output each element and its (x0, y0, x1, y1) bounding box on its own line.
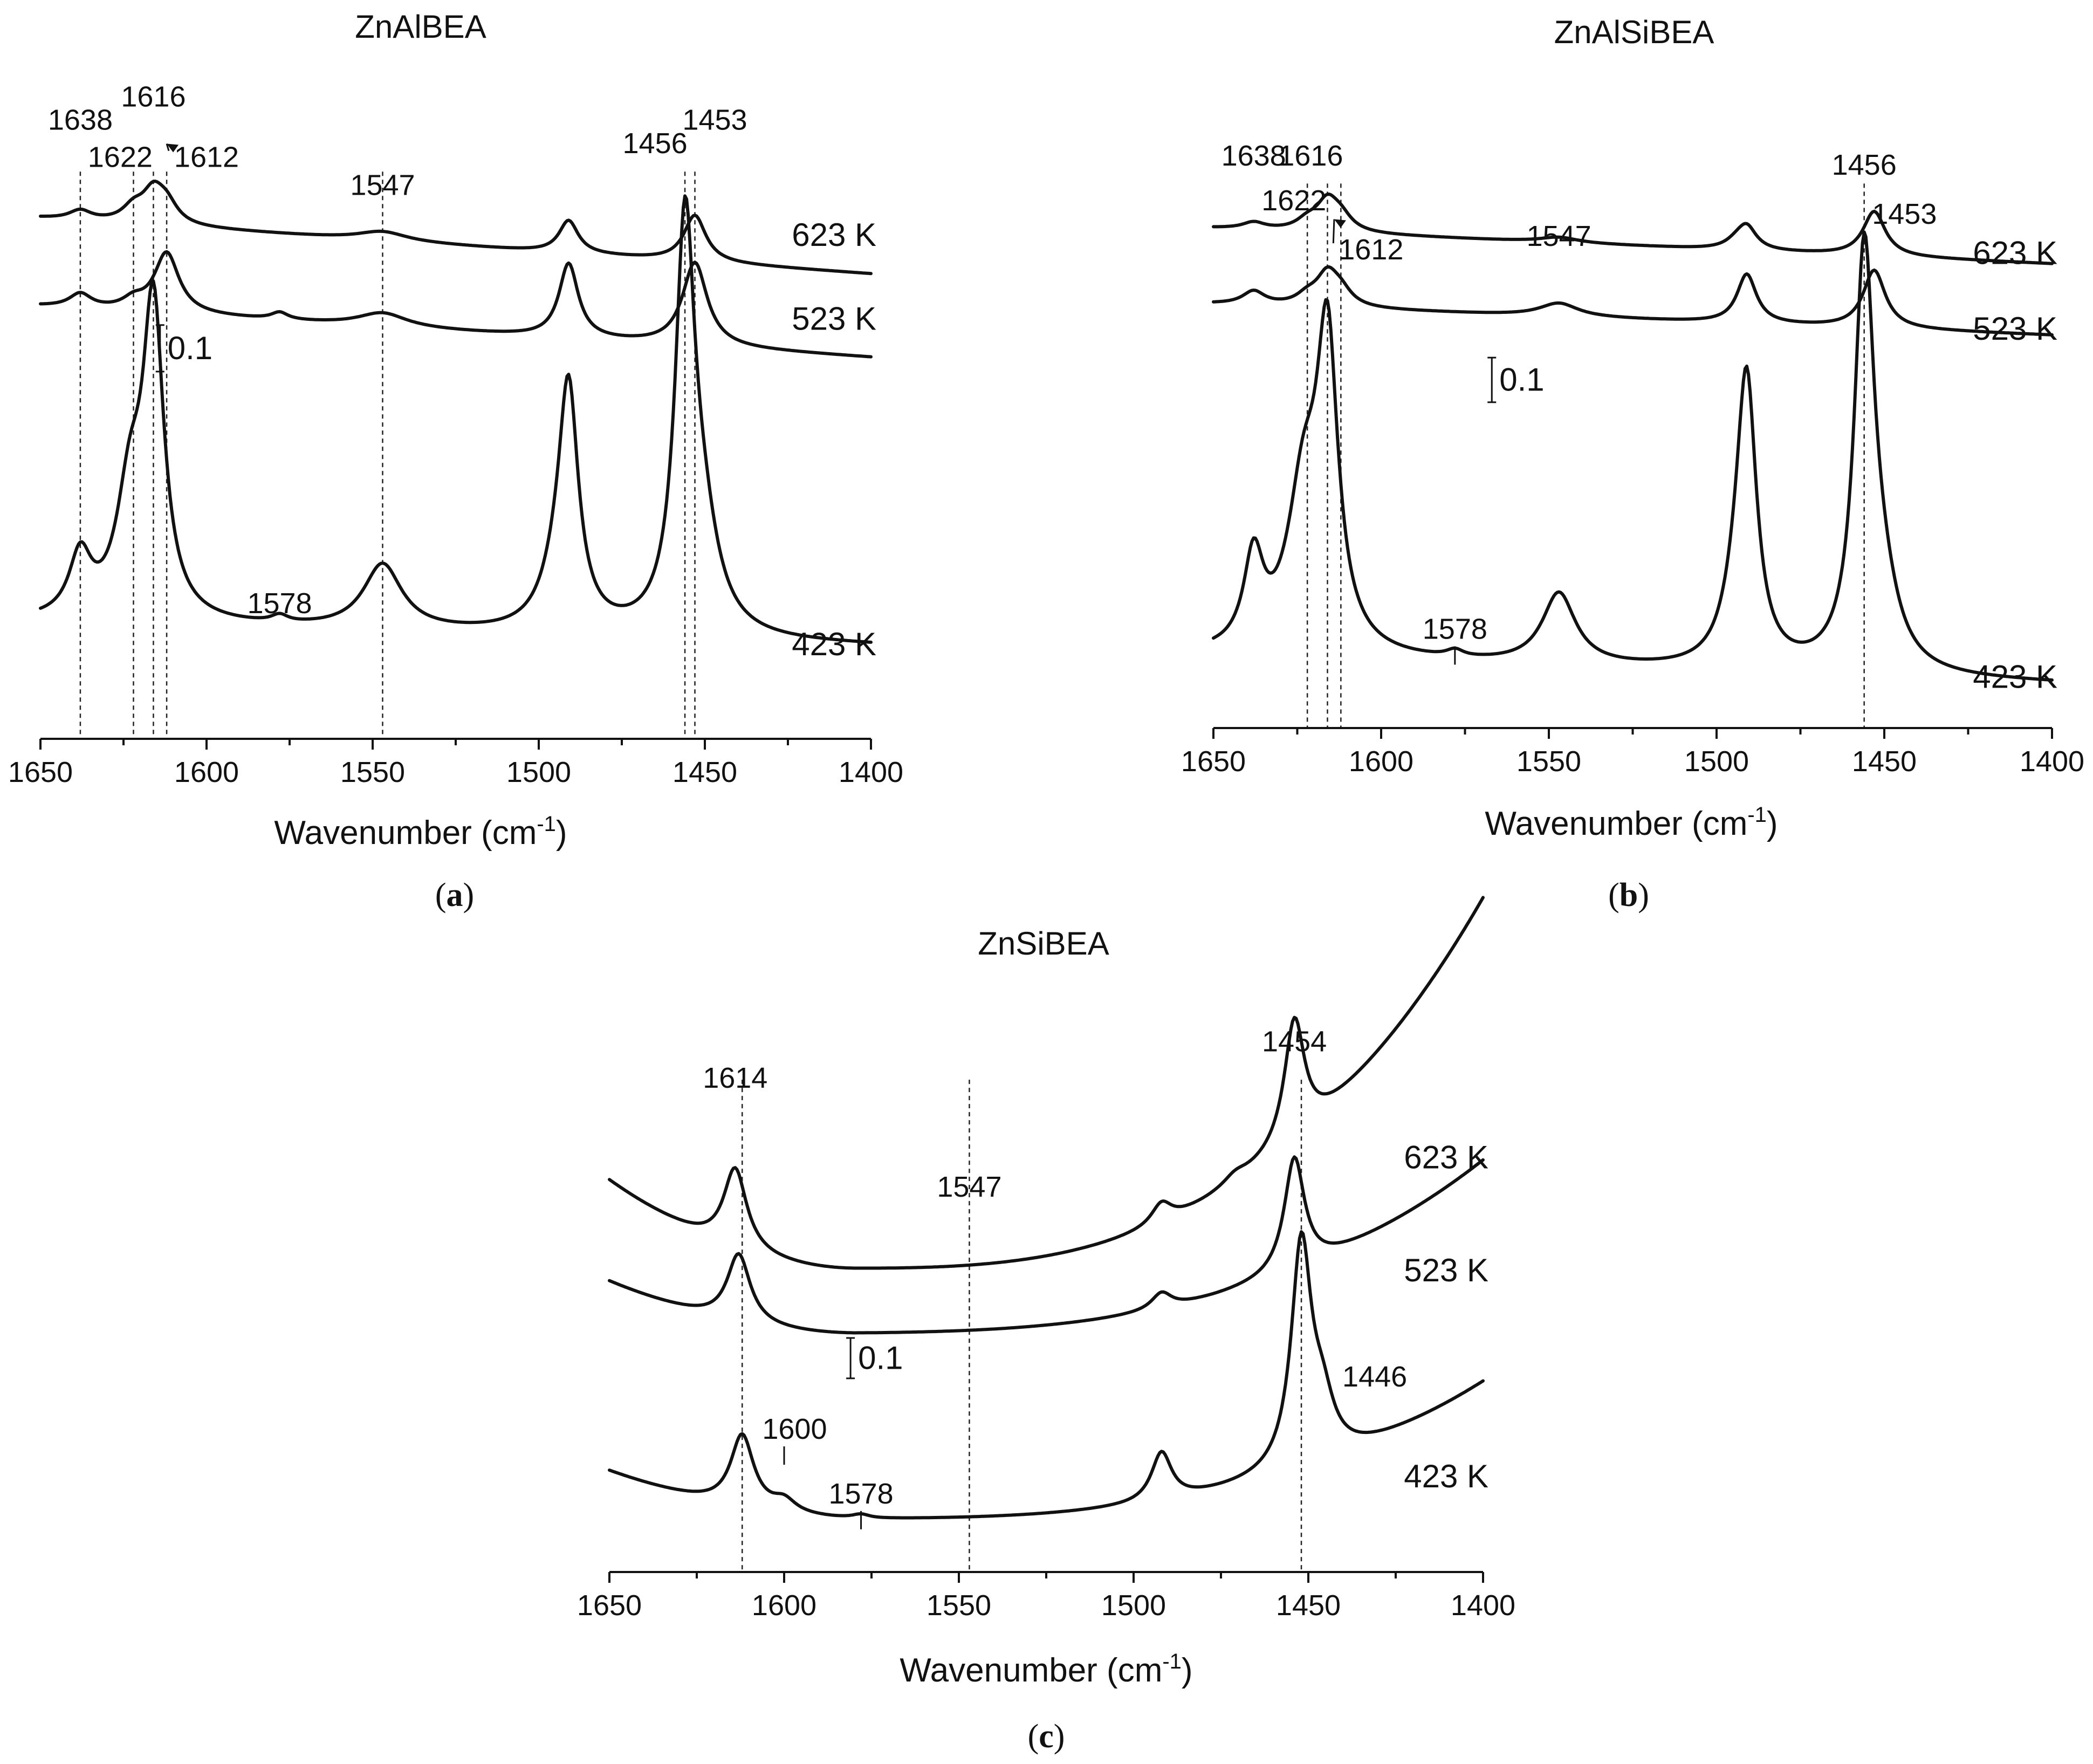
series-label: 423 K (1973, 659, 2057, 695)
arrow-head (167, 143, 179, 153)
panel-c-chart: ZnSiBEA Wavenumber (cm-1) (c) 623 K 523 K… (577, 896, 1515, 1755)
panel-a-title: ZnAlBEA (355, 9, 486, 45)
series-label: 623 K (1404, 1140, 1488, 1176)
peak-label-1622: 1622 (1261, 184, 1326, 217)
series-label: 523 K (1404, 1252, 1488, 1288)
annotation-arrow (1332, 219, 1335, 244)
series-label: 423 K (792, 626, 876, 662)
peak-label-1578: 1578 (247, 587, 312, 620)
panel-b-chart: ZnAlSiBEA Wavenumber (cm-1) (b) 623 K 523… (1181, 14, 2084, 914)
x-tick-label: 1600 (1349, 745, 1413, 778)
panel-c-caption: (c) (1028, 1718, 1065, 1755)
peak-label-1456: 1456 (623, 127, 688, 160)
spectrum-line-523-K (1212, 265, 2054, 337)
x-tick-label: 1550 (1516, 745, 1581, 778)
spectrum-line-623-K (608, 896, 1485, 1270)
spectrum-line-523-K (608, 1155, 1485, 1335)
spectrum-line-623-K (39, 180, 873, 276)
annotation-arrow (166, 143, 170, 152)
x-tick-label: 1650 (577, 1589, 642, 1622)
x-tick-label: 1550 (927, 1589, 991, 1622)
peak-label-1614: 1614 (703, 1062, 767, 1094)
peak-label-1612: 1612 (1339, 234, 1403, 266)
x-tick-label: 1450 (672, 756, 737, 788)
x-tick-label: 1600 (752, 1589, 816, 1622)
panel-b-x-axis-title: Wavenumber (cm-1) (1485, 803, 1778, 842)
x-tick-label: 1500 (506, 756, 571, 788)
series-label: 623 K (1973, 235, 2057, 271)
x-tick-label: 1450 (1276, 1589, 1341, 1622)
x-tick-label: 1400 (2020, 745, 2084, 778)
spectrum-line-423-K (39, 194, 873, 644)
spectrum-line-423-K (1212, 230, 2054, 682)
peak-label-1454: 1454 (1262, 1026, 1327, 1058)
series-label: 523 K (792, 300, 876, 337)
peak-label-1453: 1453 (1872, 198, 1937, 230)
x-tick-label: 1650 (8, 756, 73, 788)
panel-b-title: ZnAlSiBEA (1554, 14, 1714, 50)
scale-bar-label: 0.1 (1499, 361, 1544, 397)
peak-label-1638: 1638 (48, 104, 113, 136)
spectrum-line-423-K (608, 1230, 1485, 1520)
panel-a-chart: ZnAlBEA Wavenumber (cm-1) (a) 623 K 523 K… (8, 9, 903, 914)
panel-a-caption: (a) (435, 877, 474, 914)
series-label: 623 K (792, 217, 876, 253)
peak-label-1622: 1622 (88, 141, 153, 174)
peak-label-1612: 1612 (174, 141, 239, 174)
x-tick-label: 1650 (1181, 745, 1246, 778)
peak-label-1638: 1638 (1222, 140, 1286, 172)
x-tick-label: 1400 (839, 756, 903, 788)
spectrum-line-623-K (1212, 193, 2054, 265)
peak-label-1547: 1547 (937, 1171, 1001, 1203)
panel-c-x-axis-title: Wavenumber (cm-1) (900, 1650, 1192, 1689)
x-tick-label: 1450 (1852, 745, 1917, 778)
peak-label-1456: 1456 (1832, 149, 1897, 181)
peak-label-1578: 1578 (1423, 613, 1487, 645)
panel-c-title: ZnSiBEA (978, 925, 1109, 962)
x-tick-label: 1500 (1684, 745, 1749, 778)
peak-label-1616: 1616 (1278, 140, 1343, 172)
x-tick-label: 1600 (174, 756, 239, 788)
series-label: 523 K (1973, 311, 2057, 347)
peak-label-1616: 1616 (121, 81, 186, 113)
series-label: 423 K (1404, 1458, 1488, 1494)
peak-label-1547: 1547 (1527, 220, 1591, 252)
scale-bar-label: 0.1 (858, 1340, 903, 1376)
peak-label-1600: 1600 (762, 1413, 827, 1445)
arrow-head (1334, 219, 1346, 228)
peak-label-1578: 1578 (828, 1478, 893, 1510)
peak-label-1453: 1453 (682, 104, 747, 136)
panel-b-caption: (b) (1608, 877, 1649, 914)
scale-bar-label: 0.1 (168, 330, 212, 366)
panel-a-x-axis-title: Wavenumber (cm-1) (274, 812, 567, 852)
x-tick-label: 1550 (340, 756, 405, 788)
peak-label-1446: 1446 (1342, 1361, 1407, 1393)
spectrum-line-523-K (39, 250, 873, 359)
peak-label-1547: 1547 (350, 169, 415, 201)
x-tick-label: 1500 (1101, 1589, 1166, 1622)
x-tick-label: 1400 (1451, 1589, 1515, 1622)
